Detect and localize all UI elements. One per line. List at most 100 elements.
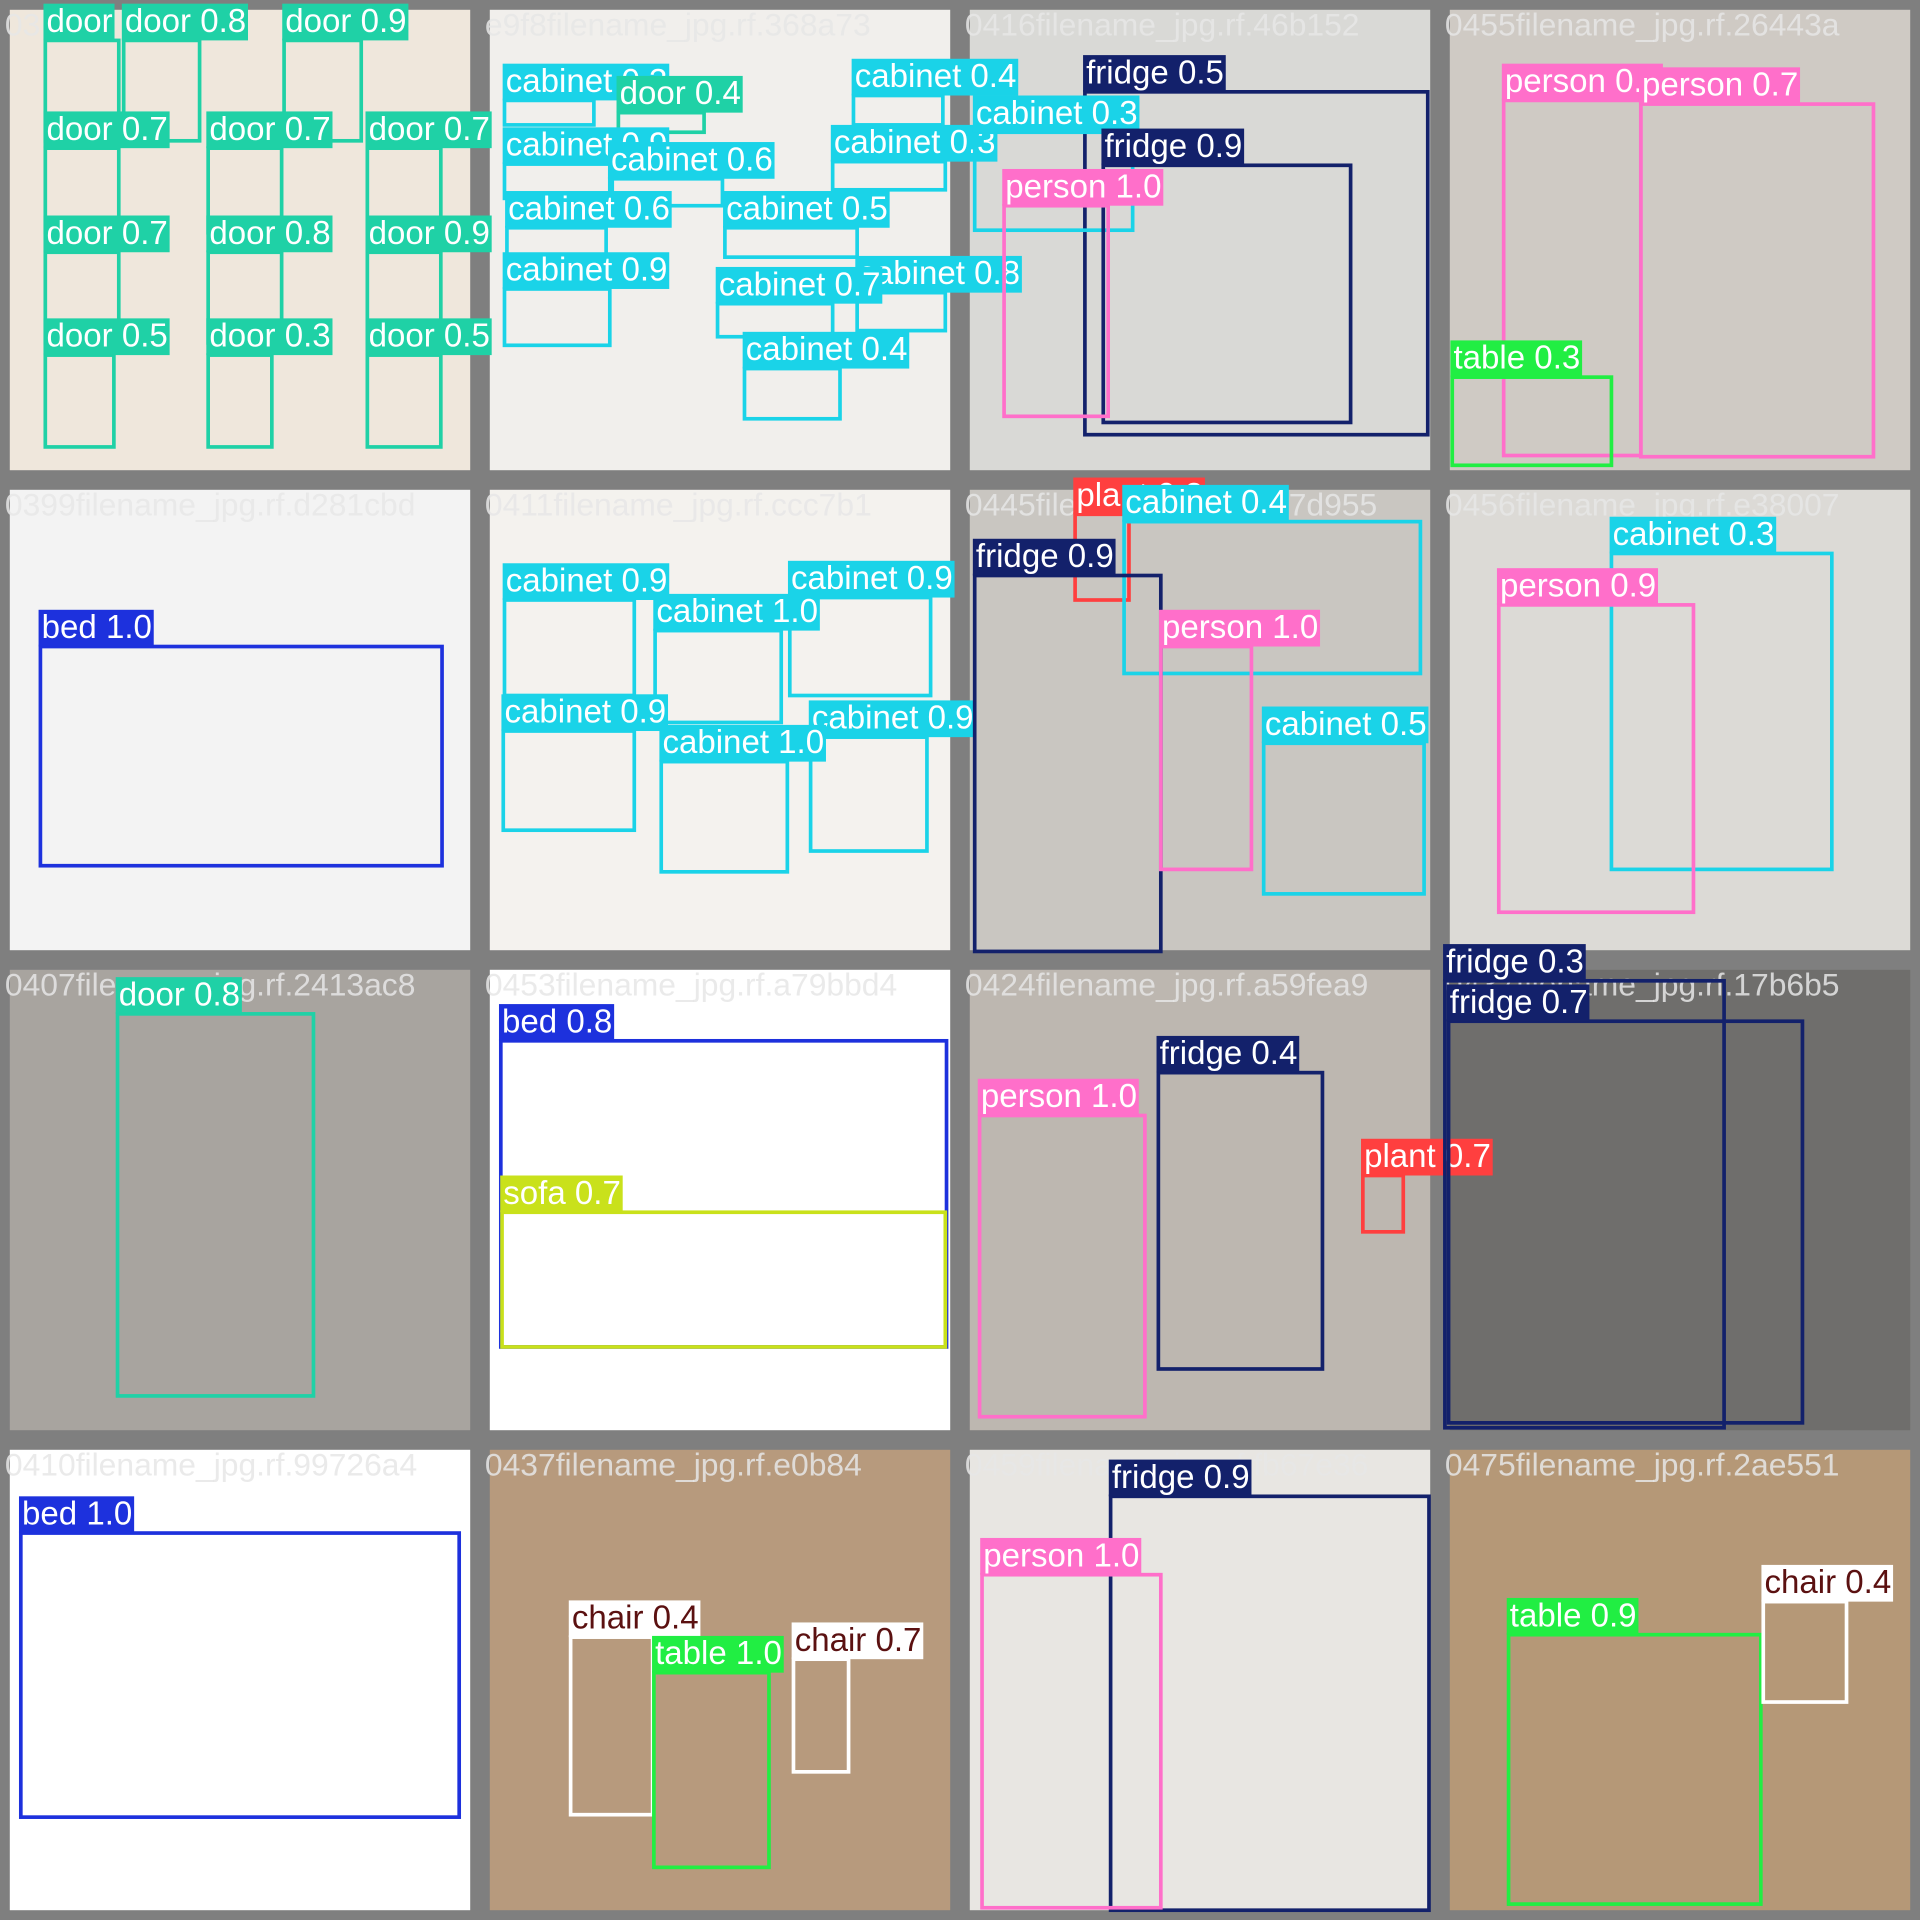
label-background bbox=[43, 111, 170, 149]
tiles bbox=[9, 9, 1911, 1911]
detection-label: cabinet 0.8 bbox=[858, 255, 1020, 292]
label-background bbox=[652, 1635, 784, 1673]
detection-label: cabinet 0.4 bbox=[855, 58, 1017, 95]
detection-label: door 0.7 bbox=[209, 111, 330, 148]
label-background bbox=[1443, 944, 1586, 981]
label-background bbox=[1156, 1035, 1300, 1073]
detection-label: door 0.8 bbox=[119, 976, 240, 1013]
tile-image bbox=[1449, 1449, 1911, 1911]
label-background bbox=[1002, 168, 1164, 206]
detection-label: fridge 0.9 bbox=[1104, 128, 1242, 165]
filename: 03 bbox=[5, 6, 40, 42]
detection-label: cabinet 0.9 bbox=[812, 700, 974, 737]
detection-label: person 0.9 bbox=[1500, 567, 1656, 604]
detection-label: cabinet 0.6 bbox=[611, 141, 773, 178]
detection-label: person 1.0 bbox=[983, 1537, 1139, 1574]
detection-label: cabinet 0.3 bbox=[976, 95, 1138, 132]
detection-label: person 1.0 bbox=[981, 1078, 1137, 1115]
detection-label: fridge 0.5 bbox=[1086, 54, 1224, 91]
detection-label: fridge 0.4 bbox=[1160, 1035, 1298, 1072]
detection-label: door 0.8 bbox=[125, 3, 246, 40]
filename: 0424filename_jpg.rf.a59fea9 bbox=[965, 966, 1368, 1002]
bounding-box bbox=[977, 1113, 1147, 1419]
bounding-box bbox=[500, 1210, 948, 1349]
bounding-box bbox=[855, 290, 948, 333]
label-background bbox=[365, 318, 492, 356]
label-background bbox=[206, 318, 333, 356]
detection-label: person 0.3 bbox=[1505, 63, 1661, 100]
tile-image bbox=[9, 969, 471, 1431]
bounding-box bbox=[1361, 1173, 1406, 1234]
filename: 0475filename_jpg.rf.2ae551 bbox=[1445, 1446, 1840, 1482]
bounding-box bbox=[38, 644, 444, 868]
detection-label: door bbox=[47, 3, 113, 40]
detection-label: person 1.0 bbox=[1005, 168, 1161, 205]
detection-label: cabinet 0.5 bbox=[1265, 706, 1427, 743]
detection-label: chair 0.4 bbox=[1764, 1564, 1891, 1601]
detection-label: cabinet 0.6 bbox=[508, 190, 670, 227]
label-background bbox=[742, 331, 910, 369]
label-background bbox=[43, 215, 170, 253]
label-background bbox=[830, 124, 998, 162]
detection-label: door 0.9 bbox=[369, 215, 490, 252]
bounding-box bbox=[1108, 1494, 1431, 1913]
detection-label: door 0.7 bbox=[369, 111, 490, 148]
label-background bbox=[1083, 55, 1226, 92]
detection-label: table 0.9 bbox=[1510, 1597, 1637, 1634]
tile-image bbox=[969, 1449, 1431, 1911]
label-background bbox=[43, 3, 115, 41]
label-background bbox=[723, 191, 890, 228]
filename: 0416filename_jpg.rf.46b152 bbox=[965, 6, 1360, 42]
label-background bbox=[498, 1004, 615, 1041]
label-background bbox=[616, 75, 743, 113]
detection-label: fridge 0.9 bbox=[1112, 1459, 1250, 1496]
detection-label: cabinet 1.0 bbox=[656, 593, 818, 630]
label-background bbox=[808, 700, 976, 738]
label-background bbox=[972, 95, 1140, 133]
label-background bbox=[1638, 67, 1801, 105]
detection-label: bed 1.0 bbox=[22, 1496, 132, 1533]
detection-label: cabinet 0.9 bbox=[504, 694, 666, 731]
label-background bbox=[568, 1600, 701, 1638]
filename: 0456filename_jpg.rf.e38007 bbox=[1445, 486, 1840, 522]
detection-label: chair 0.4 bbox=[572, 1600, 699, 1637]
detection-label: door 0.5 bbox=[369, 318, 490, 355]
label-background bbox=[659, 724, 826, 762]
detection-label: chair 0.7 bbox=[795, 1622, 922, 1659]
filename: e9f8filename_jpg.rf.368a73 bbox=[485, 6, 871, 42]
tile-image bbox=[1449, 489, 1911, 951]
label-background bbox=[715, 266, 883, 304]
detection-label: cabinet 0.7 bbox=[719, 266, 881, 303]
label-background bbox=[972, 538, 1116, 576]
filename: 0411filename_jpg.rf.ccc7b1 bbox=[485, 486, 872, 522]
detection-label: cabinet 0.5 bbox=[726, 190, 888, 227]
label-background bbox=[977, 1078, 1139, 1116]
label-background bbox=[282, 3, 409, 41]
detection-label: cabinet 0.4 bbox=[1125, 484, 1287, 521]
filename: 0455filename_jpg.rf.26443a bbox=[1445, 6, 1840, 42]
detection-label: cabinet 0.9 bbox=[791, 560, 953, 597]
label-background bbox=[501, 694, 669, 732]
detection-label: table 0.3 bbox=[1453, 340, 1580, 377]
detection-label: door 0.5 bbox=[47, 318, 168, 355]
detection-label: door 0.9 bbox=[285, 3, 406, 40]
filename: 0437filename_jpg.rf.e0b84 bbox=[485, 1446, 862, 1482]
tile-image bbox=[9, 489, 471, 951]
detection-label: cabinet 0.3 bbox=[1613, 516, 1775, 553]
detections: door door 0.8 door 0.9 door 0.7 door 0.7 door… bbox=[18, 3, 1894, 1913]
detection-label: door 0.7 bbox=[47, 111, 168, 148]
detection-label: plant 0.7 bbox=[1364, 1138, 1491, 1175]
detection-label: cabinet 1.0 bbox=[662, 724, 824, 761]
label-background bbox=[1496, 568, 1659, 605]
detection-label: fridge 0.3 bbox=[1446, 943, 1584, 980]
label-background bbox=[1501, 63, 1663, 101]
detection-label: cabinet 0.9 bbox=[506, 252, 668, 289]
detection-label: cabinet 0.9 bbox=[506, 563, 668, 600]
label-background bbox=[1261, 706, 1429, 744]
label-background bbox=[855, 255, 1022, 293]
label-background bbox=[1361, 1138, 1493, 1176]
detection-label: door 0.8 bbox=[209, 215, 330, 252]
label-background bbox=[121, 3, 249, 41]
